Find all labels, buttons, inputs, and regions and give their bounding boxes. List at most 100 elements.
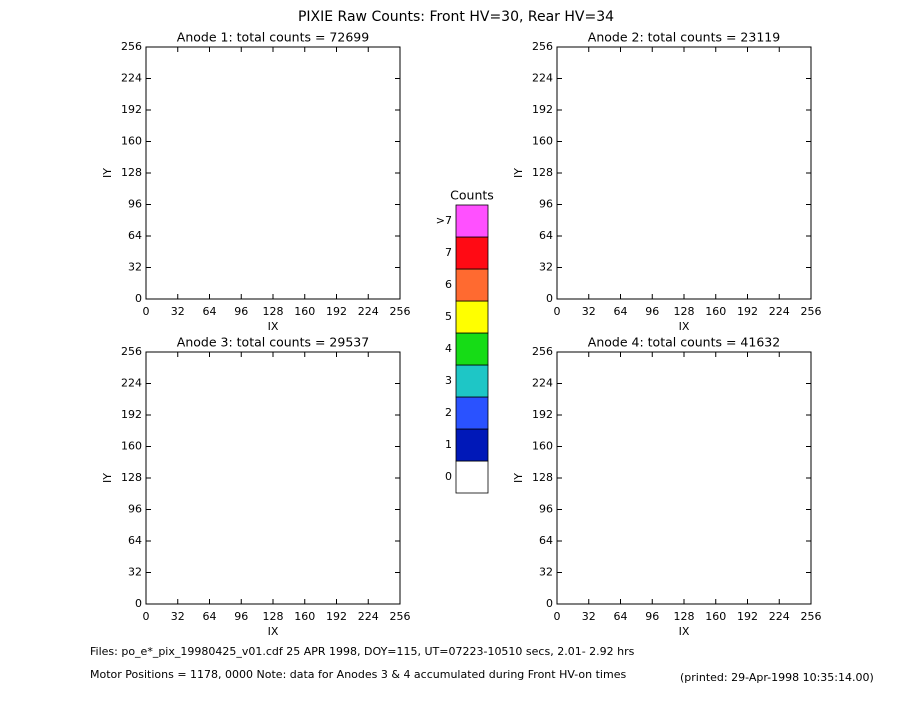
colorbar-swatch [455,460,489,494]
y-tick-label: 192 [121,103,142,116]
y-tick-label: 96 [539,503,553,516]
x-tick-label: 192 [737,305,758,318]
x-tick-label: 64 [203,305,217,318]
footer-motor: Motor Positions = 1178, 0000 Note: data … [90,668,626,681]
x-tick-label: 96 [645,610,659,623]
y-tick-label: 0 [546,292,553,305]
x-axis-label: IX [679,320,690,333]
y-tick-label: 192 [121,408,142,421]
y-tick-label: 224 [532,377,553,390]
colorbar-swatch [455,236,489,270]
colorbar-swatch [455,332,489,366]
colorbar-swatch [455,204,489,238]
x-tick-label: 160 [705,305,726,318]
y-tick-label: 128 [532,471,553,484]
colorbar-label: 7 [445,246,452,259]
panel-title: Anode 2: total counts = 23119 [588,30,780,45]
colorbar-label: 4 [445,342,452,355]
y-axis-label: IY [101,168,114,178]
colorbar-swatch [455,268,489,302]
page-title: PIXIE Raw Counts: Front HV=30, Rear HV=3… [298,9,614,25]
colorbar-swatch [455,428,489,462]
y-axis-label: IY [101,473,114,483]
x-tick-label: 96 [645,305,659,318]
y-tick-label: 96 [539,198,553,211]
y-tick-label: 256 [532,40,553,53]
colorbar-label: 6 [445,278,452,291]
y-tick-label: 256 [121,40,142,53]
footer-files: Files: po_e*_pix_19980425_v01.cdf 25 APR… [90,645,635,658]
y-tick-label: 224 [121,377,142,390]
x-tick-label: 256 [801,610,822,623]
y-tick-label: 32 [128,261,142,274]
x-axis-label: IX [268,625,279,638]
x-tick-label: 128 [263,610,284,623]
x-tick-label: 0 [554,610,561,623]
x-axis-label: IX [268,320,279,333]
x-tick-label: 128 [263,305,284,318]
x-tick-label: 0 [143,305,150,318]
panel-title: Anode 4: total counts = 41632 [588,335,780,350]
y-tick-label: 64 [128,229,142,242]
y-tick-label: 64 [539,229,553,242]
y-tick-label: 32 [539,261,553,274]
x-tick-label: 64 [614,610,628,623]
y-tick-label: 192 [532,408,553,421]
y-tick-label: 256 [532,345,553,358]
colorbar-swatch [455,396,489,430]
y-tick-label: 128 [121,166,142,179]
x-tick-label: 32 [582,305,596,318]
x-tick-label: 160 [294,610,315,623]
x-tick-label: 128 [674,305,695,318]
x-tick-label: 32 [582,610,596,623]
y-tick-label: 64 [128,534,142,547]
colorbar-title: Counts [450,188,494,203]
y-tick-label: 32 [539,566,553,579]
y-tick-label: 128 [532,166,553,179]
x-tick-label: 256 [801,305,822,318]
x-tick-label: 192 [737,610,758,623]
footer-printed: (printed: 29-Apr-1998 10:35:14.00) [680,671,874,684]
x-axis-label: IX [679,625,690,638]
y-tick-label: 160 [121,135,142,148]
colorbar-swatch [455,300,489,334]
y-tick-label: 224 [121,72,142,85]
colorbar-label: 0 [445,470,452,483]
y-tick-label: 160 [121,440,142,453]
y-tick-label: 0 [546,597,553,610]
y-axis-label: IY [512,168,525,178]
y-tick-label: 96 [128,503,142,516]
y-tick-label: 224 [532,72,553,85]
x-tick-label: 224 [358,305,379,318]
y-tick-label: 160 [532,135,553,148]
x-tick-label: 32 [171,610,185,623]
colorbar-label: >7 [436,214,452,227]
x-tick-label: 160 [294,305,315,318]
x-tick-label: 224 [769,305,790,318]
x-tick-label: 224 [358,610,379,623]
panel-title: Anode 1: total counts = 72699 [177,30,369,45]
x-tick-label: 32 [171,305,185,318]
x-tick-label: 64 [614,305,628,318]
colorbar-label: 3 [445,374,452,387]
colorbar-label: 1 [445,438,452,451]
x-tick-label: 192 [326,305,347,318]
x-tick-label: 0 [143,610,150,623]
y-tick-label: 160 [532,440,553,453]
x-tick-label: 64 [203,610,217,623]
x-tick-label: 128 [674,610,695,623]
y-tick-label: 0 [135,292,142,305]
x-tick-label: 224 [769,610,790,623]
x-tick-label: 160 [705,610,726,623]
colorbar-label: 5 [445,310,452,323]
y-tick-label: 0 [135,597,142,610]
y-tick-label: 256 [121,345,142,358]
y-axis-label: IY [512,473,525,483]
panel-title: Anode 3: total counts = 29537 [177,335,369,350]
x-tick-label: 0 [554,305,561,318]
y-tick-label: 128 [121,471,142,484]
x-tick-label: 256 [390,610,411,623]
colorbar-swatch [455,364,489,398]
colorbar-label: 2 [445,406,452,419]
